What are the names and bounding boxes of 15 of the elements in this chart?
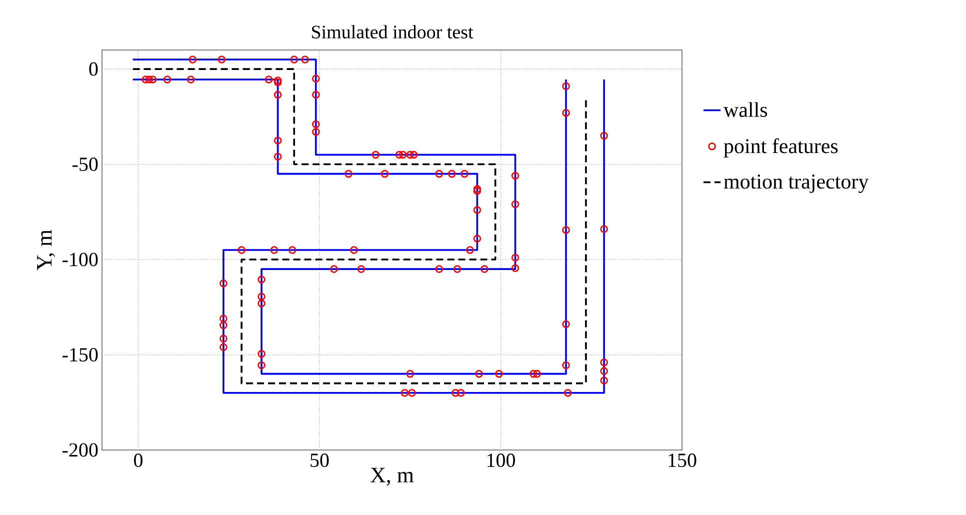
y-tick-label: 0 (89, 62, 98, 76)
x-tick-label: 150 (668, 454, 696, 468)
x-tick-label: 100 (488, 454, 515, 468)
y-tick-label: -150 (62, 348, 98, 362)
legend-label: walls (723, 102, 768, 117)
chart-title: Simulated indoor test (312, 25, 474, 38)
y-axis-title: Y, m (37, 230, 55, 270)
x-tick-label: 0 (134, 454, 142, 468)
y-tick-label: -200 (62, 443, 98, 457)
x-axis-title: X, m (370, 468, 414, 486)
y-tick-label: -100 (62, 252, 98, 266)
y-tick-label: -50 (72, 158, 98, 172)
legend-label: motion trajectory (724, 174, 869, 193)
legend-label: point features (724, 138, 838, 158)
x-tick-label: 50 (310, 454, 329, 468)
